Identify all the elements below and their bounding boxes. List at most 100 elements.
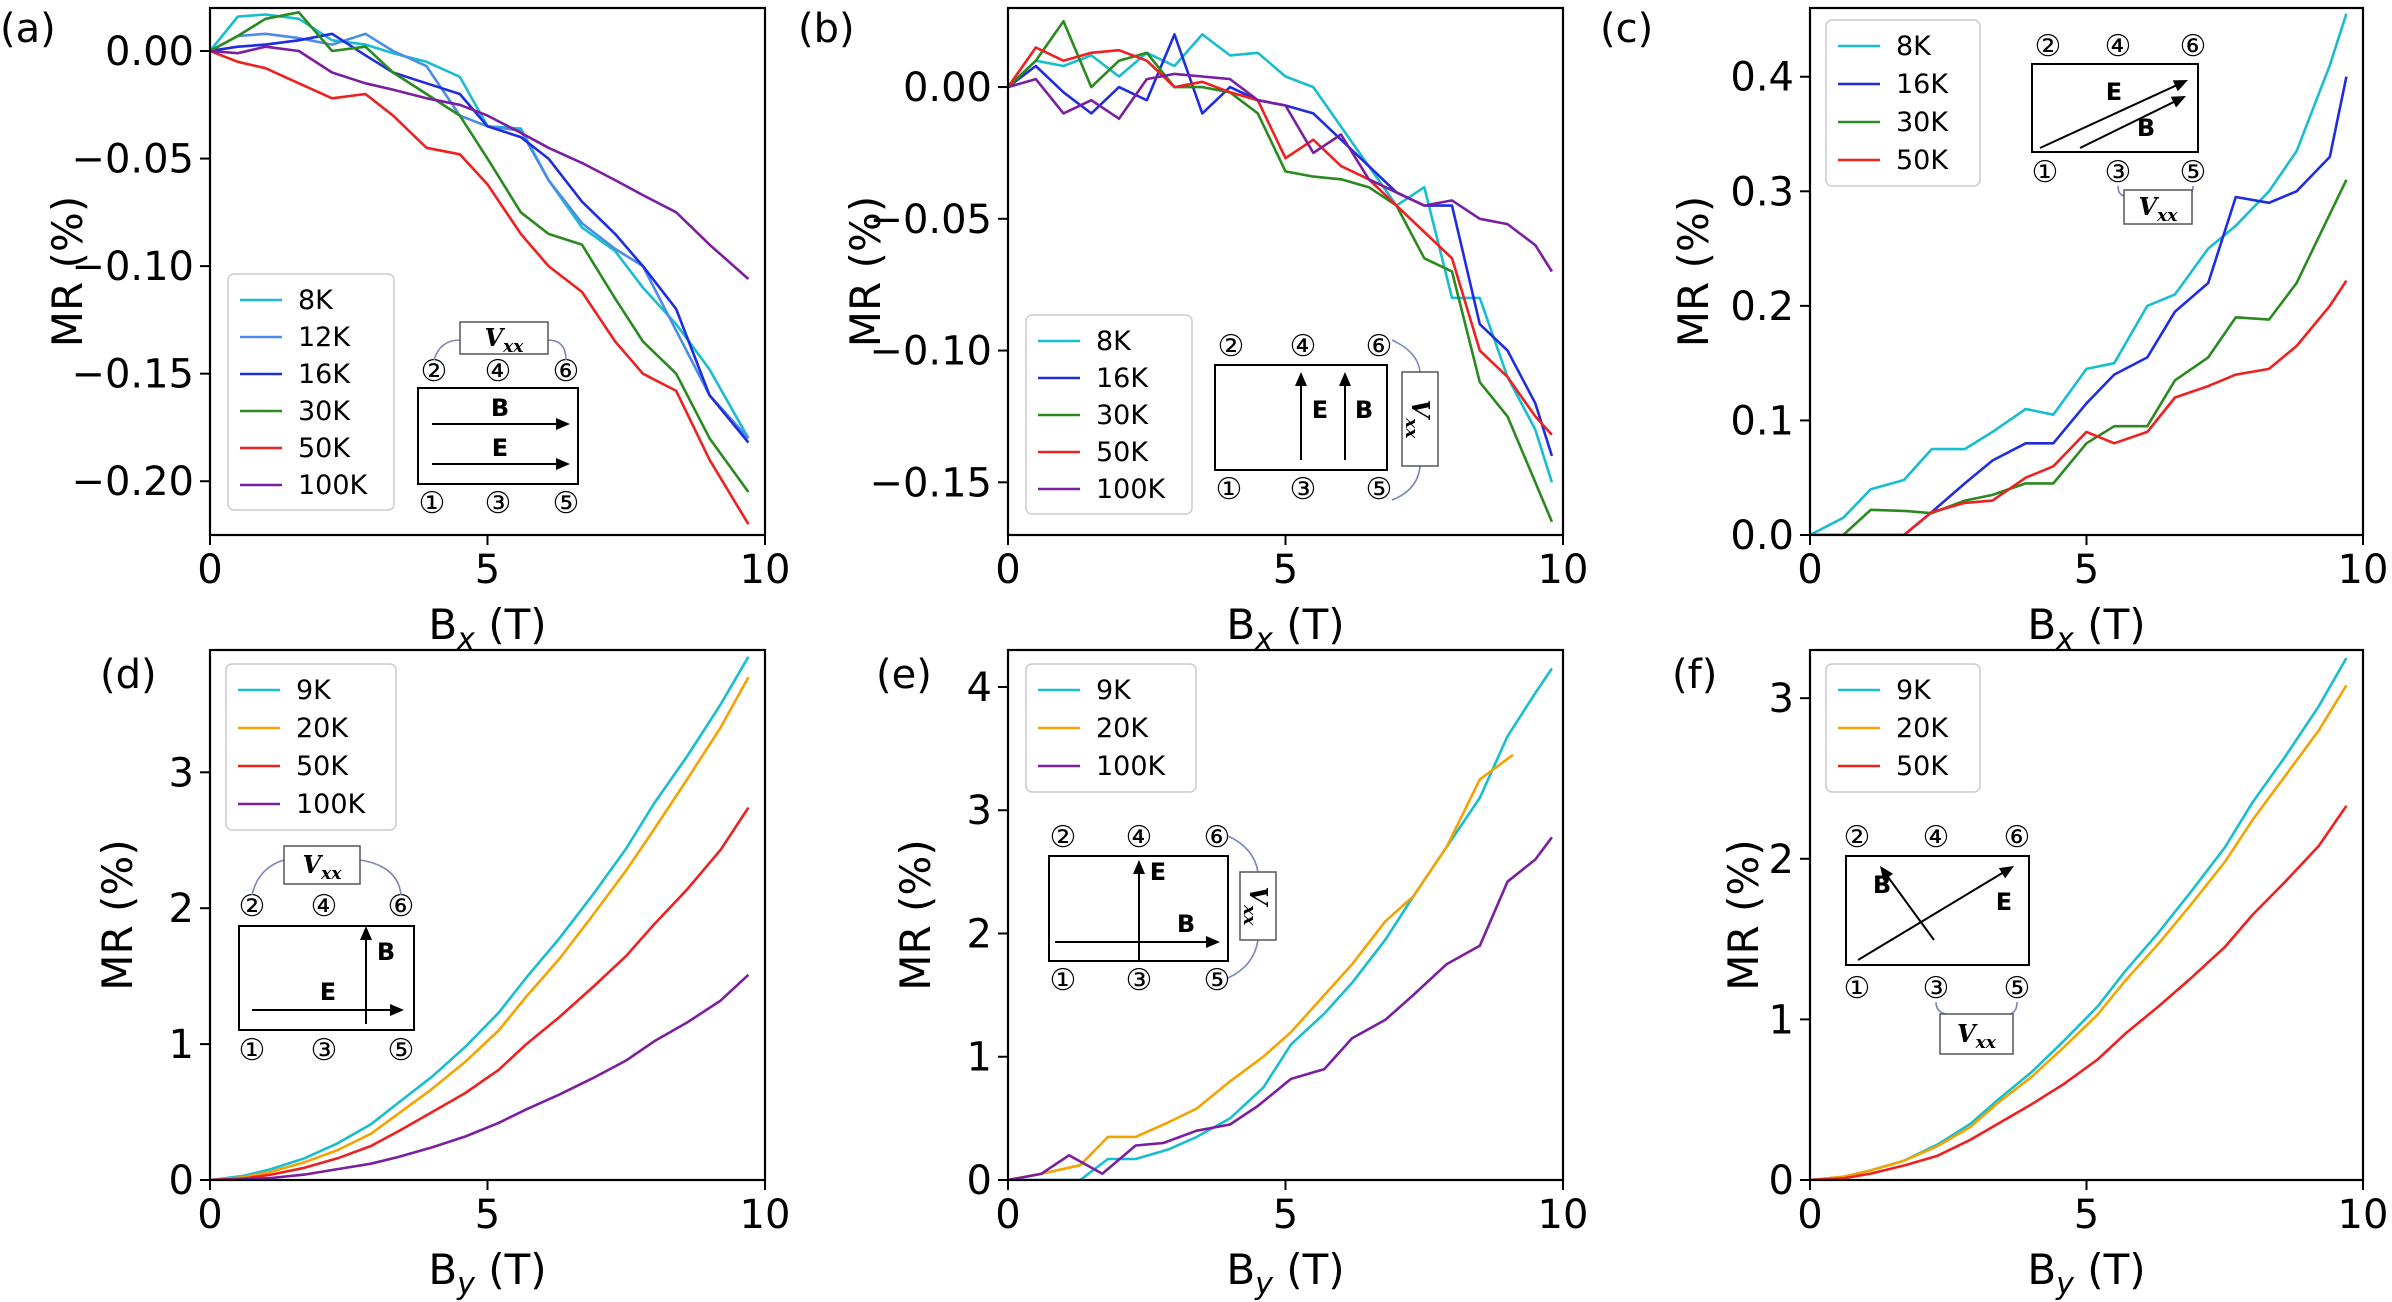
b-field-label: B (377, 938, 395, 966)
y-axis-label: MR (%) (43, 196, 92, 347)
legend-entry: 9K (1896, 675, 1932, 706)
legend-entry: 30K (1096, 400, 1149, 431)
device-schematic: ② ④ ⑥ ① ③ ⑤ E B Vxx (1844, 820, 2031, 1055)
vxx-wire (1227, 835, 1259, 979)
x-label-unit: (T) (475, 1245, 547, 1294)
terminal-label: ② (1844, 820, 1871, 855)
y-axis-label: MR (%) (93, 839, 142, 990)
y-tick-label: 2 (169, 886, 194, 932)
arrow-head (1880, 866, 1894, 881)
series-line-50K (210, 49, 750, 525)
series-group (210, 11, 750, 525)
y-tick-label: 0.00 (903, 65, 992, 111)
legend-entry: 30K (1896, 107, 1949, 138)
y-tick-label: 3 (169, 750, 194, 796)
x-tick-label: 0 (197, 547, 222, 593)
x-label-sub: x (1254, 622, 1273, 657)
arrow-head (556, 458, 570, 470)
terminal-label: ④ (2105, 29, 2132, 64)
vxx-frame (2123, 189, 2193, 225)
series-line-50K (210, 806, 750, 1180)
series-line-30K (210, 11, 750, 493)
legend-entry: 50K (1896, 751, 1949, 782)
vxx-box: Vxx (1939, 1013, 2014, 1055)
y-axis-label: MR (%) (891, 839, 940, 990)
y-tick-label: 0.3 (1730, 169, 1794, 215)
x-label-sub: x (456, 622, 475, 657)
terminal-label: ④ (311, 889, 338, 924)
panel-label: (c) (1600, 6, 1653, 52)
x-tick-label: 10 (740, 1192, 791, 1238)
vxx-label: Vxx (1401, 400, 1435, 440)
legend-entry: 8K (1896, 31, 1932, 62)
b-arrow (2079, 99, 2178, 149)
y-tick-label: 0.0 (1730, 513, 1794, 559)
vxx-v: V (1957, 1019, 1978, 1048)
series-group (1810, 657, 2348, 1180)
legend: 8K 16K 30K 50K 100K (1025, 314, 1193, 515)
device-schematic: ② ④ ⑥ ① ③ ⑤BE Vxx (1048, 820, 1277, 998)
terminal-label: ⑥ (2180, 29, 2207, 64)
terminal-label: ① (1844, 971, 1871, 1006)
legend-entry: 100K (298, 470, 369, 501)
x-tick-label: 10 (2338, 547, 2389, 593)
e-arrow (1857, 870, 2006, 961)
legend-entry: 16K (298, 359, 351, 390)
x-label-unit: (T) (2074, 600, 2146, 649)
b-arrow (1885, 873, 1935, 941)
series-line-50K (1008, 46, 1553, 436)
terminal-label: ④ (1290, 329, 1317, 364)
series-line-100K (1008, 836, 1553, 1180)
y-tick-label: −0.05 (869, 197, 992, 243)
x-tick-label: 10 (2338, 1192, 2389, 1238)
terminal-label: ① (419, 486, 446, 521)
series-line-20K (1008, 753, 1514, 1180)
x-label-unit: (T) (1273, 1245, 1345, 1294)
arrow-head (556, 418, 570, 430)
terminal-label: ③ (311, 1033, 338, 1068)
y-axis-label: MR (%) (1719, 839, 1768, 990)
vxx-v: V (1406, 400, 1435, 421)
x-label-unit: (T) (2074, 1245, 2146, 1294)
arrow-head (390, 1004, 404, 1016)
y-tick-label: 0.2 (1730, 284, 1794, 330)
x-tick-label: 5 (2074, 1192, 2099, 1238)
y-tick-label: −0.10 (71, 244, 194, 290)
vxx-frame (1939, 1013, 2014, 1055)
vxx-sub: xx (2156, 206, 2178, 226)
series-group (1008, 19, 1554, 523)
series-line-8K (1810, 13, 2348, 535)
y-tick-label: 2 (967, 911, 992, 957)
vxx-frame (1239, 871, 1277, 941)
x-axis-label: Bx (T) (428, 600, 546, 657)
panel-b: 0 5 10 0.00 −0.05 −0.10 −0.15 Bx (T) MR (%) (b) 8K… (798, 6, 1588, 657)
vxx-wire (433, 339, 567, 361)
e-field-label: E (2106, 78, 2122, 106)
panel-a: 0 5 10 0.00 −0.05 −0.10 −0.15 −0.20 Bx (T) MR (%)… (0, 6, 790, 657)
device-outline (417, 387, 579, 485)
x-axis-label: By (T) (428, 1245, 546, 1302)
device-outline (2031, 63, 2199, 153)
terminal-label: ① (2032, 155, 2059, 190)
e-arrow (2039, 83, 2180, 149)
e-field-label: E (1150, 858, 1166, 886)
x-tick-label: 5 (1273, 547, 1298, 593)
legend-entry: 8K (1096, 326, 1132, 357)
vxx-sub: xx (320, 864, 342, 884)
x-tick-label: 10 (1538, 547, 1589, 593)
vxx-v: V (2139, 192, 2160, 221)
e-field-label: E (1312, 396, 1328, 424)
x-label-main: B (1226, 600, 1255, 649)
x-label-sub: y (2055, 1267, 2075, 1302)
x-label-unit: (T) (1273, 600, 1345, 649)
vxx-label: Vxx (1239, 887, 1273, 927)
legend-entry: 100K (1096, 474, 1167, 505)
legend-entry: 8K (298, 285, 334, 316)
terminal-label: ⑤ (553, 486, 580, 521)
terminal-label: ⑥ (2004, 820, 2031, 855)
series-line-100K (210, 973, 750, 1180)
terminal-label: ① (239, 1033, 266, 1068)
